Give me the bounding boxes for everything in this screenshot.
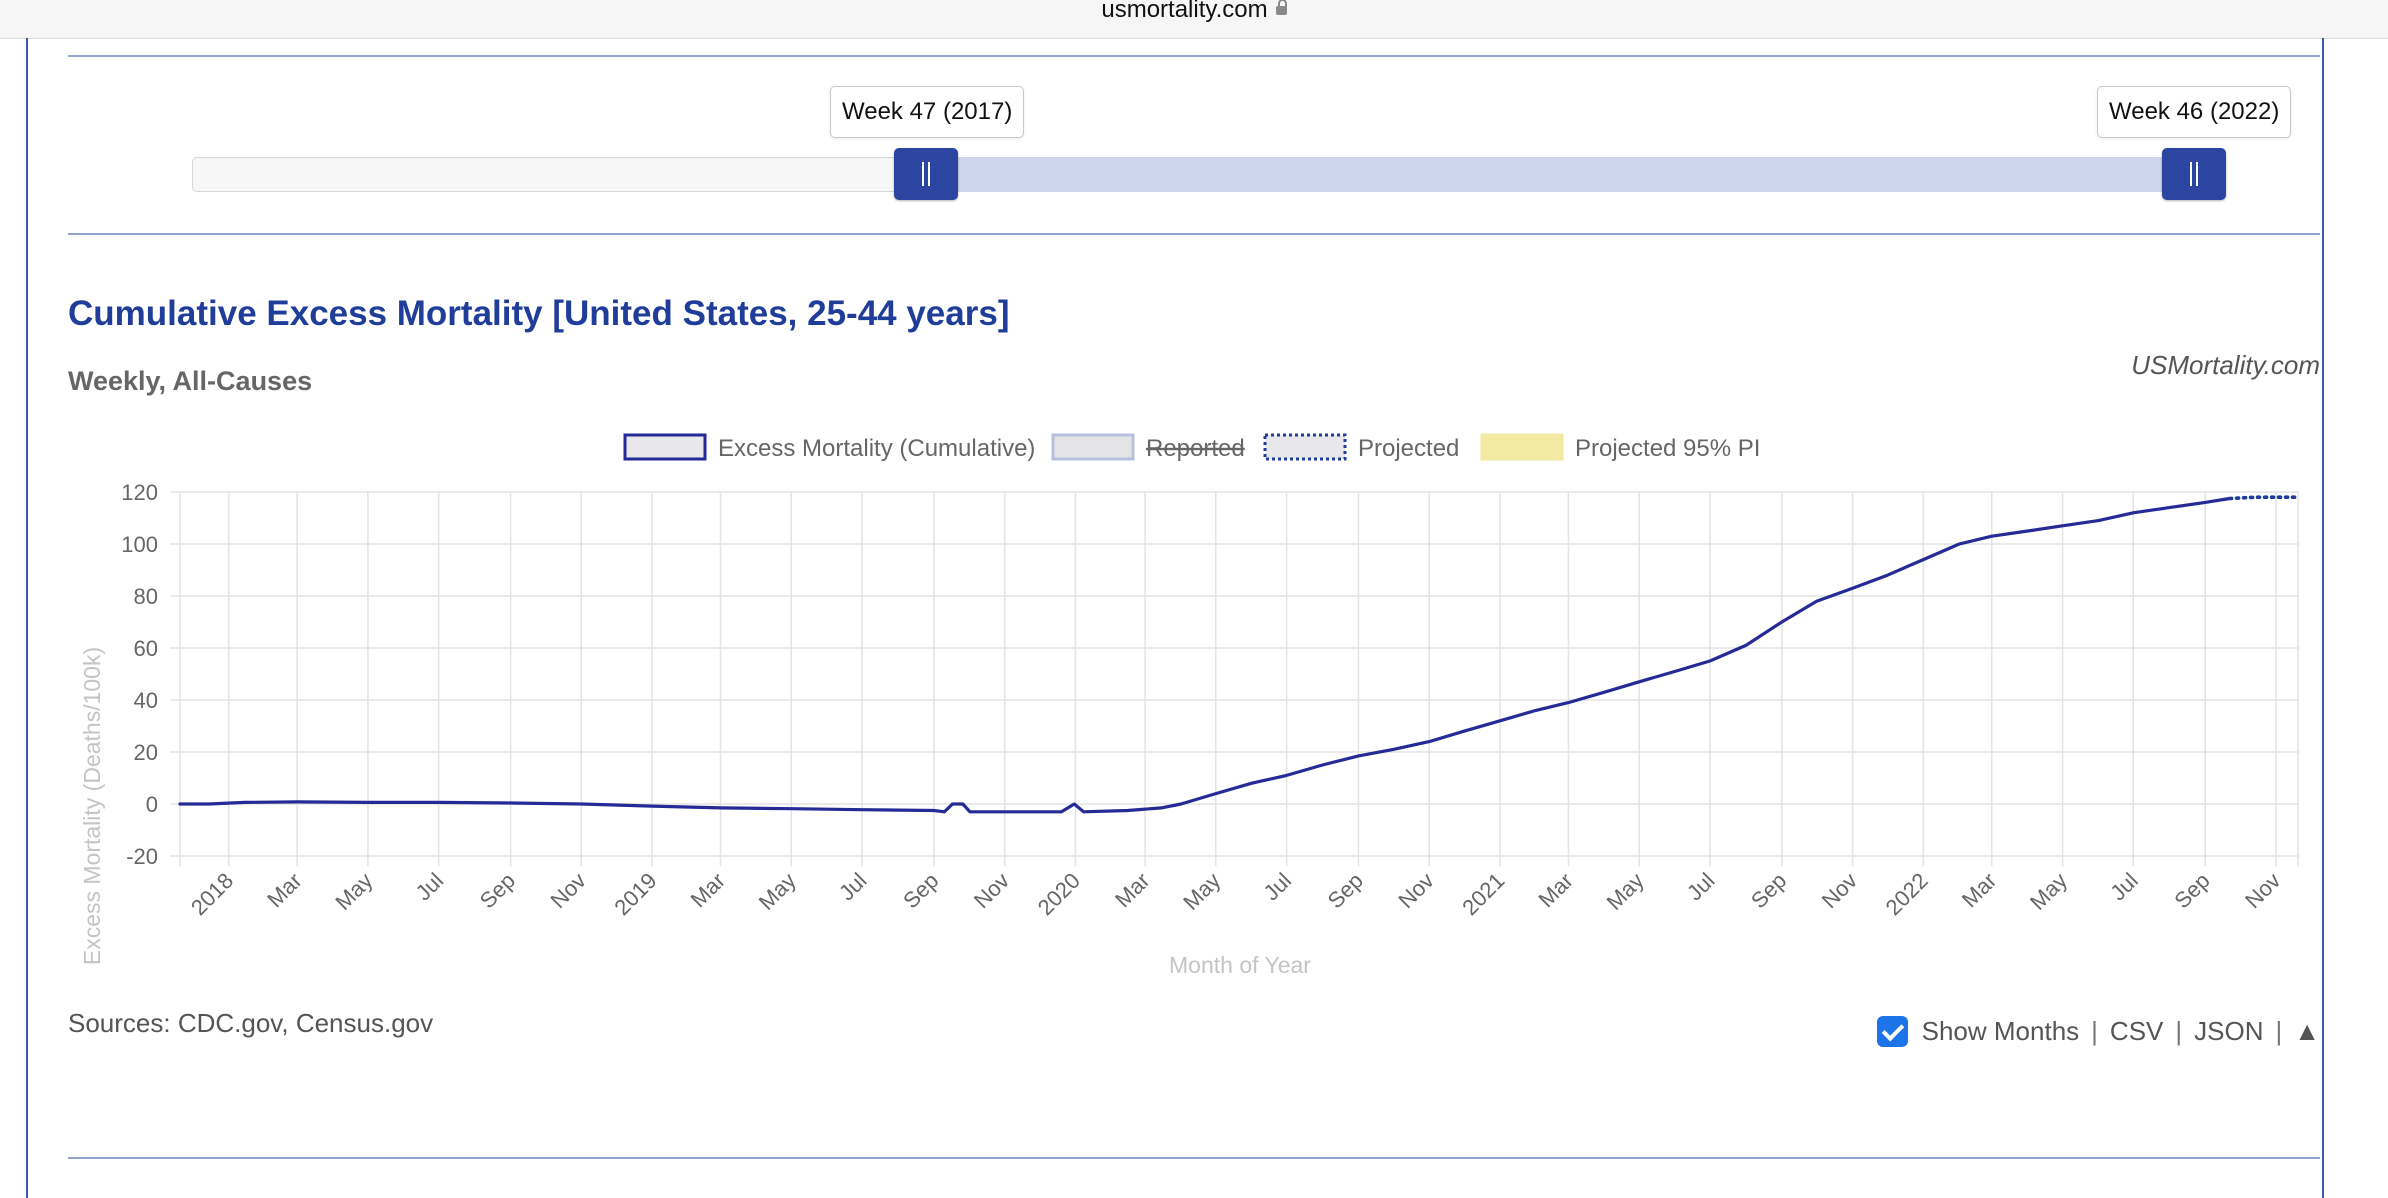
x-tick-label: May — [754, 868, 801, 915]
y-tick-label: 60 — [134, 636, 158, 661]
range-end-handle[interactable] — [2162, 148, 2226, 200]
chart-grid — [170, 491, 2299, 866]
range-start-handle[interactable] — [894, 148, 958, 200]
x-tick-label: Mar — [262, 868, 306, 912]
grip-icon — [2190, 162, 2198, 186]
range-end-tooltip: Week 46 (2022) — [2097, 86, 2292, 138]
x-tick-label: Mar — [686, 868, 730, 912]
x-tick-label: 2018 — [186, 868, 238, 920]
x-axis-label: Month of Year — [1169, 952, 1311, 978]
y-tick-label: 80 — [134, 584, 158, 609]
legend-label[interactable]: Reported — [1146, 435, 1245, 462]
chart-lines — [178, 495, 2300, 814]
legend-swatch[interactable] — [1480, 433, 1564, 461]
x-tick-label: May — [1178, 868, 1225, 915]
y-axis-label: Excess Mortality (Deaths/100k) — [79, 647, 105, 965]
legend-swatch[interactable] — [1263, 433, 1347, 461]
csv-link[interactable]: CSV — [2109, 1016, 2164, 1046]
y-axis-ticks: 120 100 80 60 40 20 0 -20 — [121, 480, 158, 869]
x-axis-ticks: 2018 Mar May Jul Sep Nov 2019 Mar May Jul Sep Nov 20… — [186, 868, 2286, 920]
x-tick-label: May — [2025, 868, 2072, 915]
x-tick-label: Sep — [2169, 868, 2214, 913]
series-line-excess-mortality — [178, 496, 2232, 814]
x-tick-label: Mar — [1533, 868, 1577, 912]
sources-text: Sources: CDC.gov, Census.gov — [68, 1008, 434, 1038]
show-months-checkbox[interactable] — [1876, 1016, 1908, 1047]
x-tick-label: Jul — [411, 868, 449, 906]
x-tick-label: 2020 — [1033, 868, 1085, 920]
x-tick-label: Nov — [1817, 868, 1862, 913]
lock-icon — [1275, 0, 1287, 15]
chart-subtitle: Weekly, All-Causes — [68, 366, 313, 396]
series-line-projected — [2227, 495, 2300, 501]
page-frame — [26, 38, 2324, 1198]
legend-label[interactable]: Projected — [1358, 435, 1459, 462]
browser-address-bar[interactable]: usmortality.com — [0, 0, 2388, 39]
y-tick-label: 20 — [134, 740, 158, 765]
x-tick-label: Mar — [1110, 868, 1154, 912]
separator: | — [2275, 1016, 2283, 1046]
json-link[interactable]: JSON — [2194, 1016, 2264, 1046]
x-tick-label: Nov — [2240, 868, 2285, 913]
legend-label[interactable]: Excess Mortality (Cumulative) — [718, 435, 1035, 462]
x-tick-label: 2021 — [1457, 868, 1509, 920]
x-tick-label: Sep — [898, 868, 943, 913]
y-tick-label: 40 — [134, 688, 158, 713]
chart-controls: Show Months | CSV | JSON | ▲ — [1876, 1016, 2320, 1047]
x-tick-label: Jul — [834, 868, 872, 906]
x-tick-label: 2019 — [609, 868, 661, 920]
x-tick-label: Jul — [1259, 868, 1297, 906]
chart-title: Cumulative Excess Mortality [United Stat… — [68, 294, 1010, 333]
x-tick-label: Sep — [475, 868, 520, 913]
x-tick-label: Nov — [969, 868, 1014, 913]
url-display[interactable]: usmortality.com — [0, 0, 2388, 22]
x-tick-label: Nov — [546, 868, 591, 913]
legend-label[interactable]: Projected 95% PI — [1575, 435, 1760, 462]
chart-legend: Excess Mortality (Cumulative) Reported Pro… — [623, 433, 1760, 462]
x-tick-label: Mar — [1957, 868, 2001, 912]
y-tick-label: 120 — [121, 480, 158, 505]
x-tick-label: May — [330, 868, 377, 915]
chart-svg: Excess Mortality (Cumulative) Reported Pro… — [79, 433, 2300, 978]
divider-bottom — [68, 1157, 2320, 1159]
x-tick-label: Jul — [2105, 868, 2143, 906]
x-tick-label: Sep — [1323, 868, 1368, 913]
x-tick-label: May — [1602, 868, 1649, 915]
divider-top — [68, 55, 2320, 57]
legend-swatch[interactable] — [623, 433, 707, 461]
grip-icon — [922, 162, 930, 186]
y-tick-label: 0 — [146, 792, 158, 817]
collapse-icon[interactable]: ▲ — [2294, 1016, 2320, 1046]
legend-swatch[interactable] — [1051, 433, 1135, 461]
y-tick-label: -20 — [126, 844, 158, 869]
x-tick-label: Sep — [1746, 868, 1791, 913]
separator: | — [2091, 1016, 2098, 1046]
x-tick-label: Nov — [1393, 868, 1438, 913]
separator: | — [2175, 1016, 2183, 1046]
range-slider-selected-range[interactable] — [926, 157, 2194, 192]
x-tick-label: Jul — [1682, 868, 1720, 906]
brand-label: USMortality.com — [2131, 350, 2320, 380]
show-months-label[interactable]: Show Months — [1921, 1016, 2080, 1046]
x-tick-label: 2022 — [1881, 868, 1933, 920]
divider-slider — [68, 233, 2320, 235]
y-tick-label: 100 — [121, 532, 158, 557]
range-start-tooltip: Week 47 (2017) — [830, 86, 1025, 138]
